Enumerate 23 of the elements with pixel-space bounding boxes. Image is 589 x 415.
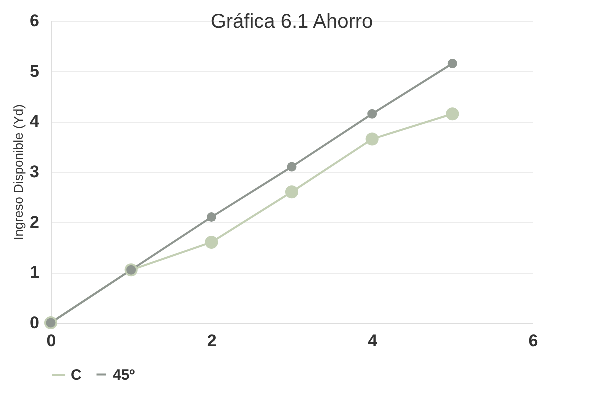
x-tick-label: 4 bbox=[368, 332, 378, 350]
y-tick-label: 6 bbox=[30, 12, 40, 30]
point bbox=[206, 212, 216, 222]
y-tick-label: 4 bbox=[30, 112, 40, 132]
x-tick-label: 0 bbox=[46, 332, 56, 350]
point bbox=[205, 236, 218, 249]
point bbox=[287, 162, 297, 172]
y-tick-label: 2 bbox=[30, 212, 40, 232]
y-tick-label: 1 bbox=[30, 263, 40, 282]
point bbox=[446, 108, 460, 121]
point bbox=[368, 109, 378, 119]
x-tick-label: 2 bbox=[207, 332, 217, 350]
point bbox=[366, 132, 379, 146]
legend-label: 45º bbox=[113, 366, 136, 384]
point bbox=[448, 59, 458, 69]
y-tick-label: 0 bbox=[30, 314, 40, 332]
chart-title: Gráfica 6.1 Ahorro bbox=[210, 11, 374, 33]
y-axis-title: Ingreso Disponible (Yd) bbox=[11, 104, 26, 240]
point bbox=[285, 186, 299, 199]
y-tick-label: 3 bbox=[30, 162, 40, 182]
x-tick-label: 6 bbox=[528, 332, 538, 350]
y-tick-label: 5 bbox=[30, 62, 40, 81]
legend-label: C bbox=[71, 367, 82, 384]
